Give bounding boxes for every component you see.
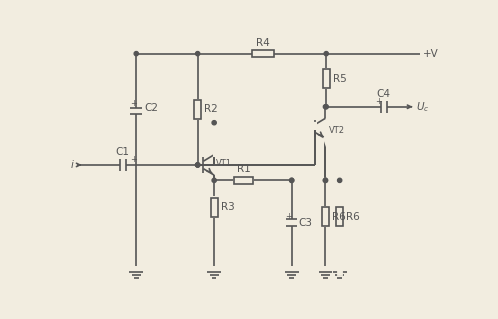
Text: +: + xyxy=(130,99,137,108)
Circle shape xyxy=(338,178,342,182)
Text: C4: C4 xyxy=(377,89,391,99)
Text: R5: R5 xyxy=(333,74,347,84)
Text: R2: R2 xyxy=(204,104,218,114)
Circle shape xyxy=(324,52,328,56)
Text: R4: R4 xyxy=(256,38,270,48)
Text: +: + xyxy=(375,97,382,106)
Bar xyxy=(322,207,329,226)
Bar xyxy=(234,177,253,184)
Text: +: + xyxy=(129,155,136,164)
Circle shape xyxy=(212,121,216,125)
Bar xyxy=(336,207,343,226)
Circle shape xyxy=(323,105,328,109)
Text: C3: C3 xyxy=(299,218,313,227)
Circle shape xyxy=(134,52,138,56)
Circle shape xyxy=(196,163,200,167)
Circle shape xyxy=(324,105,328,109)
Circle shape xyxy=(323,178,328,182)
Circle shape xyxy=(196,163,200,167)
Text: C1: C1 xyxy=(116,147,130,157)
Text: R3: R3 xyxy=(221,202,235,212)
Text: VT1: VT1 xyxy=(216,159,232,167)
Text: R1: R1 xyxy=(237,164,250,174)
Text: R6: R6 xyxy=(346,212,360,222)
Text: +: + xyxy=(285,212,292,221)
Text: $U_c$: $U_c$ xyxy=(416,100,429,114)
Bar xyxy=(194,100,201,119)
Circle shape xyxy=(289,178,294,182)
Text: i: i xyxy=(70,160,73,170)
Bar xyxy=(211,197,218,217)
Text: +V: +V xyxy=(423,48,439,59)
Circle shape xyxy=(289,178,294,182)
Circle shape xyxy=(212,120,217,125)
Circle shape xyxy=(212,178,216,182)
Bar xyxy=(323,69,330,88)
Text: VT2: VT2 xyxy=(329,126,345,135)
Bar xyxy=(252,50,273,57)
Circle shape xyxy=(323,178,328,182)
Text: R6: R6 xyxy=(332,212,346,222)
Circle shape xyxy=(196,52,200,56)
Circle shape xyxy=(196,163,200,167)
Text: C2: C2 xyxy=(144,103,158,113)
